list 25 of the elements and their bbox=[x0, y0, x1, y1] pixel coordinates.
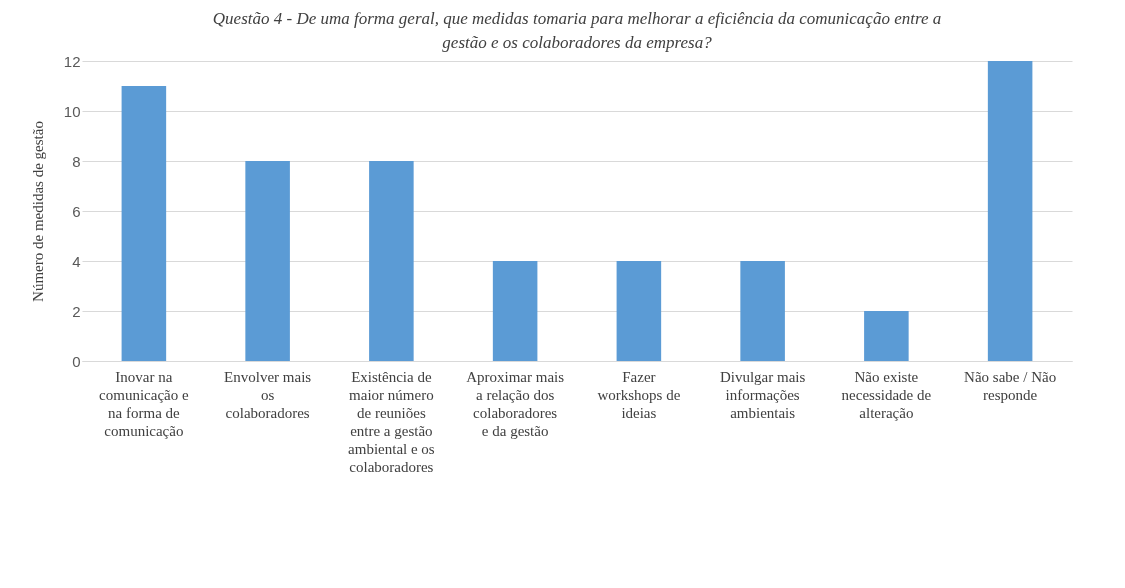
y-axis-title: Número de medidas de gestão bbox=[29, 121, 46, 302]
y-tick-label: 6 bbox=[72, 202, 81, 220]
x-tick-label: Divulgar mais informações ambientais bbox=[719, 368, 806, 421]
bar bbox=[864, 311, 909, 361]
y-tick-label: 12 bbox=[63, 52, 81, 70]
x-tick-label: Fazer workshops de ideias bbox=[597, 368, 681, 421]
bar bbox=[121, 86, 167, 361]
bar bbox=[369, 161, 414, 361]
y-tick-label: 8 bbox=[72, 152, 81, 170]
y-tick-label: 10 bbox=[63, 102, 81, 120]
bar bbox=[987, 61, 1033, 361]
y-tick-label: 2 bbox=[72, 302, 81, 320]
bar bbox=[740, 261, 785, 361]
y-tick-label: 4 bbox=[72, 252, 81, 270]
chart-title: Questão 4 - De uma forma geral, que medidas tomaria para melhorar a eficiência da comunicação entre a gestão e os colaboradores da empresa? bbox=[212, 9, 942, 52]
x-tick-label: Aproximar mais a relação dos colaboradores e da gestão bbox=[466, 368, 565, 439]
bar bbox=[245, 161, 290, 361]
x-tick-label: Existência de maior número de reuniões entre a gestão ambiental e os colaboradores bbox=[348, 368, 435, 475]
x-tick-label: Não existe necessidade de alteração bbox=[841, 368, 932, 421]
bar bbox=[492, 261, 538, 361]
bar bbox=[616, 261, 662, 361]
x-tick-label: Envolver mais os colaboradores bbox=[224, 368, 312, 421]
y-tick-label: 0 bbox=[72, 352, 81, 370]
x-tick-label: Não sabe / Não responde bbox=[964, 368, 1057, 403]
x-tick-label: Inovar na comunicação e na forma de comunicação bbox=[99, 368, 189, 439]
